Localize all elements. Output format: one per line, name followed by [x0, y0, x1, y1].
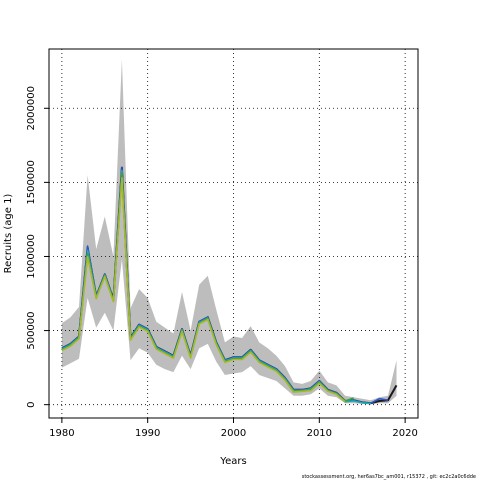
series-line-5 — [61, 177, 346, 403]
x-tick-label: 1980 — [49, 428, 74, 439]
x-tick-label: 2020 — [392, 428, 417, 439]
y-axis-label: Recruits (age 1) — [3, 194, 14, 274]
axis-layer: 1980 1990 2000 2010 2020 0 500000 1000000 150000… — [26, 86, 418, 439]
x-tick-label: 1990 — [135, 428, 160, 439]
footer-text: stockassessment.org, her6as7bc_am001, r1… — [302, 474, 476, 480]
y-tick-label: 1500000 — [26, 160, 37, 205]
grid-layer — [49, 49, 418, 418]
series-layer — [61, 166, 398, 405]
y-tick-label: 0 — [26, 401, 37, 407]
y-tick-label: 500000 — [26, 311, 37, 349]
x-axis-label: Years — [219, 456, 246, 467]
confidence-band — [61, 59, 397, 405]
confidence-band-layer — [61, 59, 397, 405]
y-tick-label: 2000000 — [26, 86, 37, 131]
x-tick-label: 2010 — [307, 428, 332, 439]
x-tick-label: 2000 — [221, 428, 246, 439]
y-tick-label: 1000000 — [26, 234, 37, 279]
